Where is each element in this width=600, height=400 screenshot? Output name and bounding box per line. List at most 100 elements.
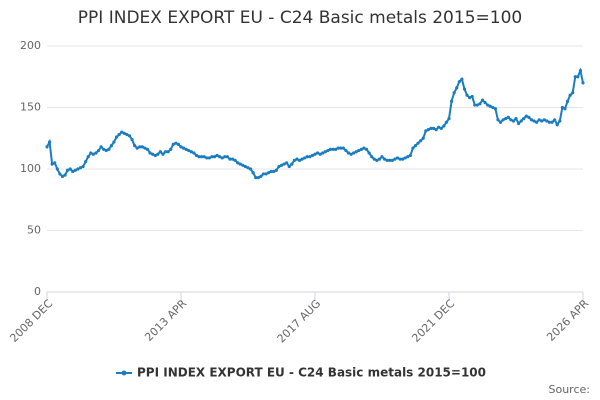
legend-label: PPI INDEX EXPORT EU - C24 Basic metals 2… (137, 366, 486, 380)
point (305, 155, 309, 159)
x-tick-label: 2013 APR (142, 297, 189, 344)
point (158, 150, 162, 154)
point (504, 116, 508, 121)
point (516, 121, 521, 126)
chart-title: PPI INDEX EXPORT EU - C24 Basic metals 2… (78, 8, 522, 28)
point (189, 150, 193, 154)
point (550, 120, 554, 124)
point (282, 162, 286, 166)
point (442, 124, 446, 128)
point (89, 151, 93, 155)
point (511, 119, 516, 123)
point (297, 158, 302, 162)
point (532, 119, 536, 123)
point (480, 98, 485, 102)
point (73, 168, 77, 172)
point (241, 163, 245, 167)
point (50, 162, 54, 166)
point (385, 158, 389, 162)
point (210, 155, 214, 159)
point (578, 69, 583, 73)
point (230, 157, 235, 161)
point (84, 160, 88, 164)
point (192, 151, 196, 155)
point (166, 150, 170, 154)
point (127, 134, 132, 138)
point (486, 103, 490, 107)
point (413, 144, 418, 148)
point (272, 169, 276, 174)
point (212, 155, 217, 159)
point (246, 166, 250, 170)
point (346, 151, 351, 155)
x-tick-label: 2008 DEC (7, 297, 55, 345)
point (529, 118, 534, 122)
point (238, 162, 242, 166)
point (251, 171, 255, 175)
point (313, 152, 317, 156)
point (261, 172, 266, 176)
point (143, 146, 147, 150)
point (542, 118, 546, 122)
point (553, 118, 557, 122)
point (555, 123, 559, 127)
point (491, 105, 495, 110)
point (267, 171, 271, 175)
point (501, 118, 505, 122)
point (133, 144, 137, 148)
point (364, 147, 369, 151)
point (367, 151, 371, 155)
point (78, 166, 83, 170)
point (145, 147, 150, 151)
point (488, 104, 492, 108)
point (535, 120, 539, 124)
point (326, 148, 330, 153)
point (256, 176, 260, 180)
point (380, 155, 384, 159)
point (519, 119, 523, 123)
point (457, 80, 461, 84)
point (202, 155, 206, 159)
point (58, 172, 62, 176)
point (156, 152, 160, 156)
point (290, 162, 294, 166)
point (390, 158, 394, 162)
point (323, 150, 327, 154)
point (45, 145, 49, 149)
point (109, 144, 114, 148)
point (444, 120, 449, 124)
point (292, 158, 296, 162)
point (112, 140, 116, 144)
point (55, 167, 59, 171)
point (60, 174, 65, 178)
point (107, 147, 111, 151)
point (545, 119, 549, 123)
point (63, 173, 67, 177)
y-tick-label: 150 (20, 101, 41, 114)
point (388, 158, 392, 162)
point (300, 157, 304, 161)
point (460, 77, 464, 81)
point (99, 145, 103, 149)
point (462, 87, 467, 91)
y-tick-label: 50 (27, 224, 41, 237)
point (259, 174, 263, 178)
point (581, 81, 585, 85)
point (285, 161, 289, 165)
legend-marker (121, 370, 127, 376)
point (279, 163, 284, 167)
point (563, 107, 567, 111)
source: Source: (549, 383, 591, 396)
y-tick-label: 200 (20, 39, 41, 52)
point (102, 147, 106, 151)
point (576, 75, 580, 79)
point (547, 120, 552, 124)
point (205, 156, 209, 160)
point (359, 147, 363, 151)
point (393, 157, 397, 161)
x-tick-label: 2017 AUG (275, 297, 324, 346)
point (254, 176, 258, 180)
point (269, 169, 273, 174)
point (452, 91, 456, 95)
